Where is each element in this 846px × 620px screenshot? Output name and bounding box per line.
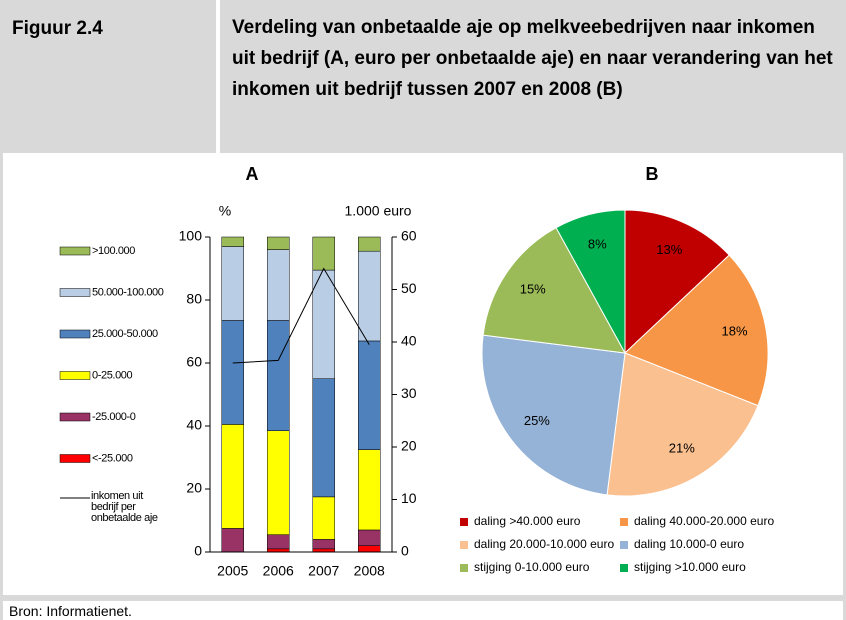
bar-segment — [267, 430, 290, 535]
y-tick-label: 80 — [186, 291, 202, 307]
line-series — [232, 267, 370, 364]
chart-title: A — [246, 164, 259, 184]
slice-label: 25% — [524, 413, 550, 428]
legend-label: <-25.000 — [92, 452, 133, 464]
y-tick-label: 60 — [186, 354, 202, 370]
legend-label: >100.000 — [92, 245, 135, 257]
y2-tick-label: 60 — [401, 228, 417, 244]
bar-segment — [358, 545, 381, 553]
legend-swatch — [460, 541, 468, 549]
bar-segment — [312, 496, 335, 540]
x-tick-label: 2006 — [263, 563, 294, 579]
legend-swatch — [460, 518, 468, 526]
y2-tick-label: 0 — [401, 543, 409, 559]
bar-segment — [267, 534, 290, 550]
legend-swatch — [59, 288, 91, 297]
x-tick-label: 2008 — [354, 563, 385, 579]
legend-swatch — [59, 412, 91, 422]
figure-label: Figuur 2.4 — [0, 0, 216, 153]
bar-segment — [221, 528, 244, 553]
bar-segment — [358, 340, 381, 450]
bar-segment — [267, 320, 290, 431]
y-tick-label: 40 — [186, 417, 202, 433]
legend-swatch — [460, 564, 468, 572]
legend-label: daling 40.000-20.000 euro — [634, 514, 774, 528]
legend-label: daling 20.000-10.000 euro — [474, 537, 614, 551]
y-tick-label: 20 — [186, 480, 202, 496]
slice-label: 8% — [588, 236, 607, 251]
legend-label: inkomen uit bedrijf per onbetaalde aje — [91, 491, 158, 524]
pie-slice — [606, 352, 759, 497]
legend-label: 0-25.000 — [92, 369, 133, 381]
bar-segment — [221, 236, 244, 247]
legend-swatch — [620, 564, 628, 572]
bar-segment — [358, 529, 381, 546]
bar-segment — [358, 236, 381, 252]
pie-slice — [624, 254, 769, 407]
pie-slice — [482, 227, 626, 354]
legend-swatch — [59, 329, 91, 339]
y2-tick-label: 20 — [401, 438, 417, 454]
legend-label: daling >40.000 euro — [474, 514, 581, 528]
bar-segment — [312, 236, 335, 271]
pie-slice — [624, 209, 730, 355]
y2-tick-label: 40 — [401, 333, 417, 349]
bar-segment — [312, 269, 335, 380]
legend-label: -25.000-0 — [92, 411, 136, 423]
legend-label: stijging 0-10.000 euro — [474, 560, 590, 574]
y-axis-label: % — [219, 203, 231, 219]
slice-label: 18% — [722, 324, 748, 339]
y2-axis-label: 1.000 euro — [345, 203, 412, 219]
legend-swatch — [59, 454, 91, 463]
y2-tick-label: 50 — [401, 280, 417, 296]
bar-segment — [221, 424, 244, 529]
bar-segment — [267, 236, 290, 250]
x-tick-label: 2005 — [217, 563, 248, 579]
legend-label: 50.000-100.000 — [92, 286, 164, 298]
slice-label: 13% — [656, 242, 682, 257]
pie-slice — [481, 334, 626, 496]
bar-segment — [312, 539, 335, 550]
legend-label-box: inkomen uit bedrijf per onbetaalde aje — [91, 491, 158, 524]
y-tick-label: 0 — [194, 543, 202, 559]
bar-segment — [312, 378, 335, 498]
y2-tick-label: 10 — [401, 490, 417, 506]
legend-label: 25.000-50.000 — [92, 328, 158, 340]
y-tick-label: 100 — [179, 228, 203, 244]
x-tick-label: 2007 — [308, 563, 339, 579]
bar-segment — [358, 449, 381, 531]
slice-label: 21% — [669, 440, 695, 455]
figure-title: Verdeling van onbetaalde aje op melkveeb… — [220, 0, 846, 153]
chart-title: B — [646, 164, 659, 184]
bar-segment — [267, 249, 290, 321]
legend-swatch — [620, 541, 628, 549]
bar-segment — [221, 246, 244, 321]
legend-swatch — [59, 371, 91, 380]
legend-label: daling 10.000-0 euro — [634, 537, 744, 551]
bar-segment — [221, 320, 244, 425]
legend-label: stijging >10.000 euro — [634, 560, 746, 574]
chart-frame — [0, 153, 846, 598]
legend-swatch — [59, 246, 91, 256]
source-note: Bron: Informatienet. — [0, 598, 846, 620]
y2-tick-label: 30 — [401, 385, 417, 401]
legend-swatch — [620, 518, 628, 526]
slice-label: 15% — [520, 282, 546, 297]
bar-segment — [358, 250, 381, 342]
pie-slice — [555, 209, 626, 354]
